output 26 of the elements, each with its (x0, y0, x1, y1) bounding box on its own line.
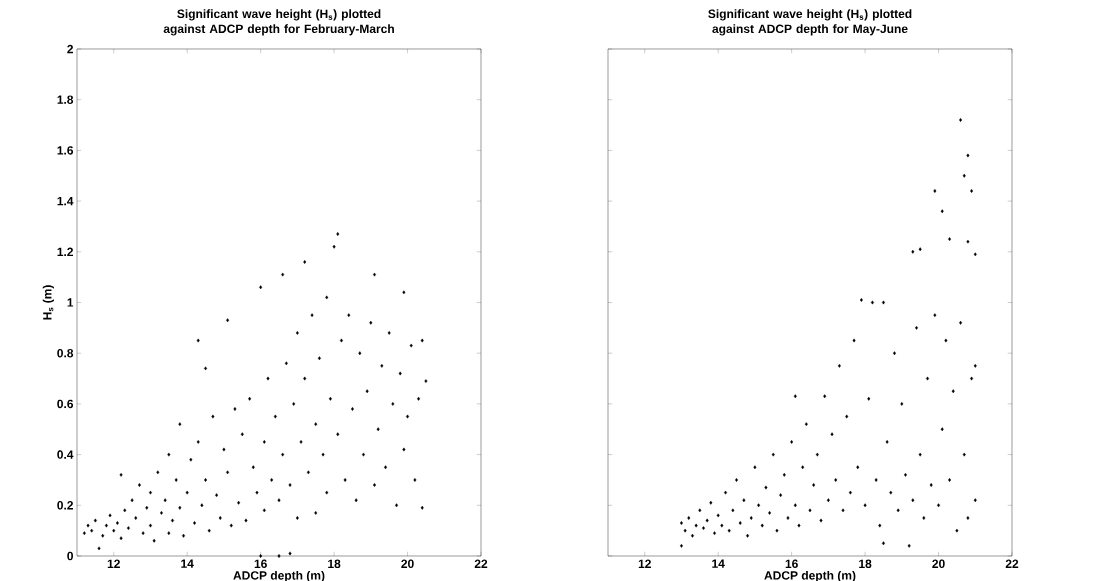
x-tick-label: 12 (638, 559, 651, 568)
y-axis-title: H$_{s}$ (m) (42, 285, 54, 320)
y-tick-label: 1.8 (57, 95, 74, 104)
y-tick-label: 1.2 (57, 247, 73, 256)
chart-title: Significant wave height (H$_{s}$) plotted against ADCP depth for May-June (708, 9, 912, 36)
y-tick-label: 0.4 (57, 450, 74, 459)
y-tick-label: 1 (67, 298, 74, 307)
y-tick-label: 0.2 (57, 501, 73, 510)
chart-title: Significant wave height (H$_{s}$) plotted against ADCP depth for February-March (163, 9, 394, 36)
x-tick-label: 14 (181, 559, 194, 568)
x-tick-label: 16 (785, 559, 798, 569)
y-tick-label: 2 (67, 44, 73, 54)
x-tick-label: 14 (712, 559, 725, 568)
x-tick-label: 20 (932, 559, 945, 569)
y-tick-label: 0.6 (57, 399, 74, 409)
y-tick-label: 0 (67, 551, 73, 561)
x-tick-label: 16 (254, 559, 267, 569)
x-tick-label: 22 (474, 559, 488, 568)
x-tick-label: 12 (107, 559, 120, 568)
y-tick-label: 0.8 (57, 348, 74, 358)
y-tick-label: 1.6 (57, 146, 74, 155)
x-tick-label: 18 (328, 559, 341, 569)
x-tick-label: 18 (859, 559, 872, 569)
y-tick-label: 1.4 (57, 196, 74, 206)
x-tick-label: 20 (401, 559, 414, 569)
x-tick-label: 22 (1005, 559, 1019, 568)
